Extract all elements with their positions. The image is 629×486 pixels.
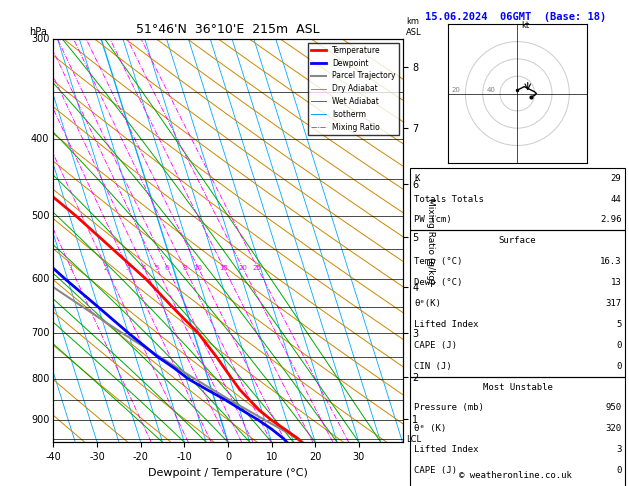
- Text: 16.3: 16.3: [600, 257, 621, 266]
- Text: CAPE (J): CAPE (J): [414, 466, 457, 475]
- Legend: Temperature, Dewpoint, Parcel Trajectory, Dry Adiabat, Wet Adiabat, Isotherm, Mi: Temperature, Dewpoint, Parcel Trajectory…: [308, 43, 399, 135]
- Text: 20: 20: [238, 264, 247, 271]
- Text: 20: 20: [452, 87, 460, 93]
- Text: PW (cm): PW (cm): [414, 215, 452, 225]
- Text: Temp (°C): Temp (°C): [414, 257, 462, 266]
- Text: 320: 320: [605, 424, 621, 434]
- Text: CIN (J): CIN (J): [414, 362, 452, 371]
- Title: 51°46'N  36°10'E  215m  ASL: 51°46'N 36°10'E 215m ASL: [136, 23, 320, 36]
- Text: 5: 5: [154, 264, 159, 271]
- Text: 900: 900: [31, 415, 49, 425]
- Text: Lifted Index: Lifted Index: [414, 320, 479, 329]
- Text: Pressure (mb): Pressure (mb): [414, 403, 484, 413]
- Text: 44: 44: [611, 194, 621, 204]
- Text: 10: 10: [194, 264, 203, 271]
- Text: 500: 500: [31, 211, 49, 221]
- Y-axis label: Mixing Ratio (g/kg): Mixing Ratio (g/kg): [426, 198, 435, 283]
- X-axis label: Dewpoint / Temperature (°C): Dewpoint / Temperature (°C): [148, 468, 308, 478]
- Text: hPa: hPa: [29, 27, 47, 37]
- Text: 29: 29: [611, 174, 621, 183]
- Text: 400: 400: [31, 134, 49, 144]
- Text: 317: 317: [605, 299, 621, 308]
- Text: 15.06.2024  06GMT  (Base: 18): 15.06.2024 06GMT (Base: 18): [425, 12, 606, 22]
- Text: 40: 40: [486, 87, 495, 93]
- Text: CAPE (J): CAPE (J): [414, 341, 457, 350]
- Text: 0: 0: [616, 466, 621, 475]
- Text: 600: 600: [31, 274, 49, 284]
- Text: 0: 0: [616, 341, 621, 350]
- Text: θᵉ(K): θᵉ(K): [414, 299, 441, 308]
- Text: Surface: Surface: [499, 236, 537, 245]
- Text: 300: 300: [31, 34, 49, 44]
- Text: 15: 15: [220, 264, 228, 271]
- Text: kt: kt: [521, 21, 529, 30]
- Text: 2: 2: [104, 264, 108, 271]
- Text: Lifted Index: Lifted Index: [414, 445, 479, 454]
- Text: 3: 3: [126, 264, 130, 271]
- Text: Dewp (°C): Dewp (°C): [414, 278, 462, 287]
- Text: LCL: LCL: [406, 435, 421, 444]
- Text: 800: 800: [31, 374, 49, 384]
- Text: 0: 0: [616, 362, 621, 371]
- Text: 13: 13: [611, 278, 621, 287]
- Text: θᵉ (K): θᵉ (K): [414, 424, 446, 434]
- Text: 700: 700: [31, 328, 49, 338]
- Text: 950: 950: [605, 403, 621, 413]
- Text: 4: 4: [142, 264, 146, 271]
- Text: km
ASL: km ASL: [406, 17, 421, 37]
- Text: K: K: [414, 174, 420, 183]
- Text: © weatheronline.co.uk: © weatheronline.co.uk: [459, 471, 572, 480]
- Text: 6: 6: [165, 264, 169, 271]
- Text: 3: 3: [616, 445, 621, 454]
- Text: 2.96: 2.96: [600, 215, 621, 225]
- Text: 8: 8: [182, 264, 187, 271]
- Text: 1: 1: [69, 264, 73, 271]
- Text: Totals Totals: Totals Totals: [414, 194, 484, 204]
- Text: Most Unstable: Most Unstable: [482, 382, 553, 392]
- Text: 25: 25: [253, 264, 262, 271]
- Text: 5: 5: [616, 320, 621, 329]
